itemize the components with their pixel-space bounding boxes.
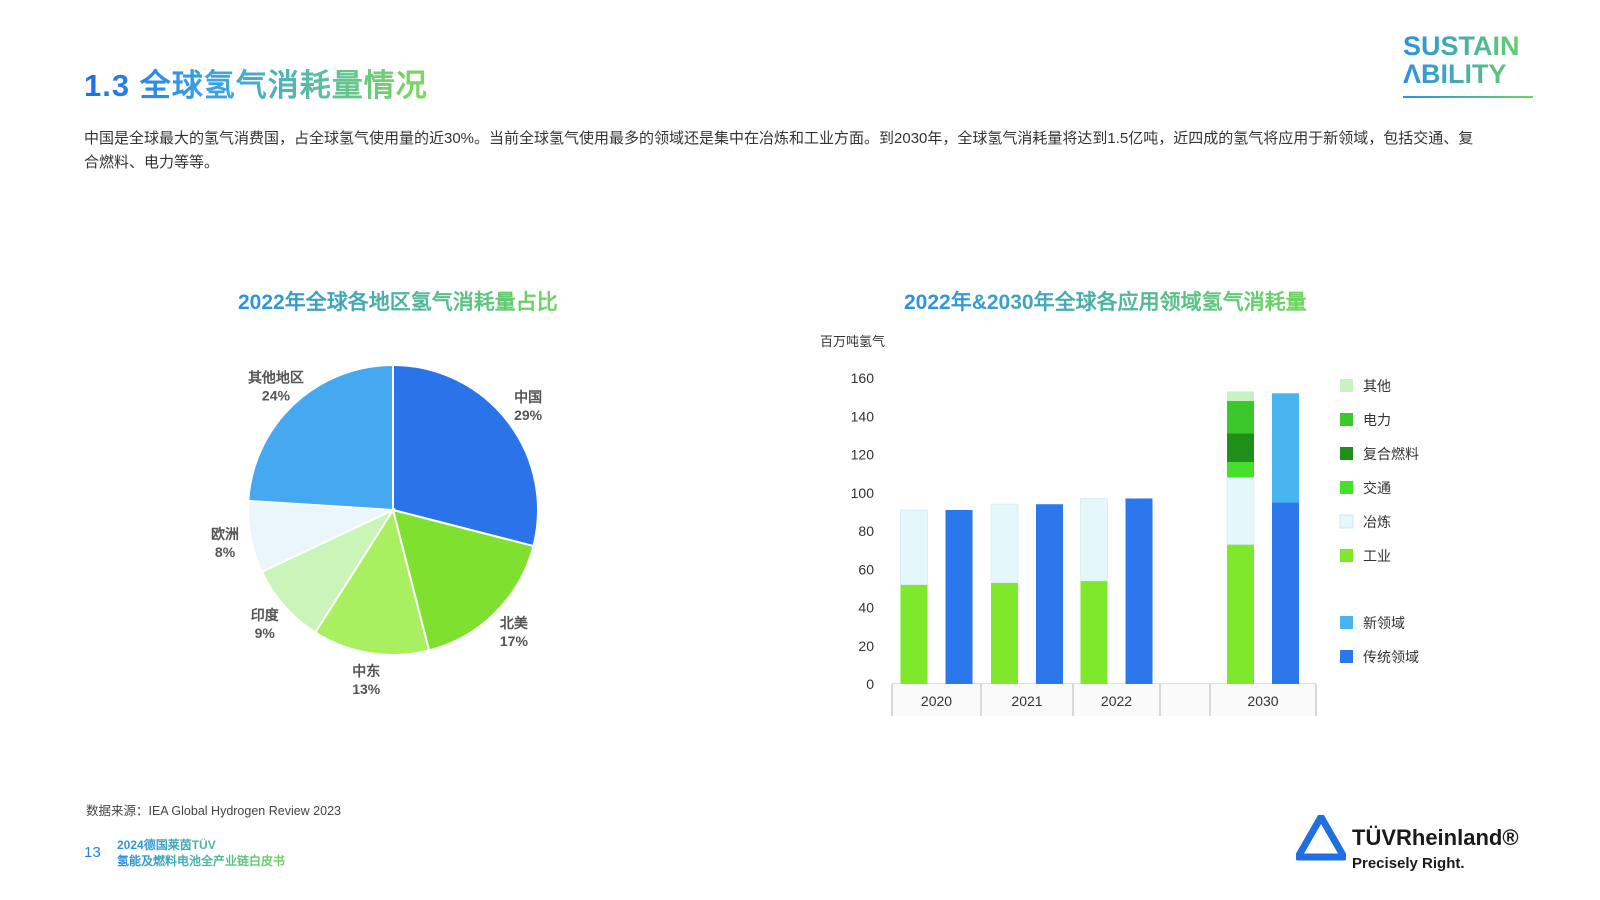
legend-label: 交通 — [1363, 480, 1391, 496]
pie-slice-label: 其他地区 — [248, 369, 304, 385]
x-axis-band — [892, 684, 1316, 716]
pie-slice — [392, 363, 539, 548]
legend-label: 冶炼 — [1363, 514, 1391, 530]
x-tick-label: 2020 — [921, 693, 952, 709]
y-tick-label: 40 — [858, 600, 874, 616]
pie-chart: 中国 29% 北美 17% 中东 13% 印度 9% 欧洲 8% 其他地区 24% — [211, 363, 543, 697]
y-axis-label: 百万吨氢气 — [820, 334, 885, 349]
bar-segment-sector — [1080, 498, 1108, 582]
pie-slice-value: 9% — [255, 625, 276, 641]
bar-segment-type — [1272, 393, 1299, 503]
report-title: 2024德国莱茵TÜV 氢能及燃料电池全产业链白皮书 — [117, 837, 285, 869]
pie-slice-value: 17% — [500, 633, 529, 649]
bar-segment-sector — [900, 584, 928, 684]
logo-line-1: SUSTAIN — [1403, 32, 1535, 60]
x-tick-label: 2022 — [1101, 693, 1132, 709]
x-tick-label: 2030 — [1247, 693, 1278, 709]
report-title-line-2: 氢能及燃料电池全产业链白皮书 — [117, 854, 286, 868]
page-number: 13 — [84, 844, 101, 861]
legend-label: 新领域 — [1363, 615, 1405, 631]
y-tick-label: 120 — [851, 447, 875, 463]
y-tick-label: 0 — [866, 676, 874, 692]
legend-swatch — [1340, 481, 1353, 494]
brand-tagline: Precisely Right. — [1352, 855, 1465, 872]
x-tick-label: 2021 — [1011, 693, 1042, 709]
legend-label: 其他 — [1363, 378, 1391, 394]
bar-segment-sector — [900, 509, 928, 585]
pie-slice — [391, 508, 535, 652]
tuv-rheinland-logo: TÜVRheinland® Precisely Right. — [1296, 815, 1556, 875]
bar-segment-sector — [991, 582, 1018, 684]
pie-slice-value: 8% — [215, 544, 236, 560]
bar-segment-type — [945, 509, 973, 684]
bar-segment-sector — [1227, 391, 1254, 401]
report-title-line-1: 2024德国莱茵TÜV — [117, 838, 216, 852]
pie-slice-label: 中国 — [514, 389, 542, 405]
bar-segment-sector — [1226, 477, 1255, 545]
bar-segment-type — [1125, 498, 1153, 684]
tuv-triangle-icon — [1296, 815, 1346, 861]
pie-slice — [247, 363, 394, 512]
pie-chart-title: 2022年全球各地区氢气消耗量占比 — [238, 286, 558, 316]
bar-segment-sector — [990, 503, 1019, 584]
legend-swatch — [1340, 379, 1353, 392]
bar-segment-sector — [1227, 433, 1254, 463]
legend-swatch — [1340, 413, 1353, 426]
pie-slice-value: 24% — [262, 387, 291, 403]
legend-label: 复合燃料 — [1363, 446, 1419, 462]
bar-segment-type — [1272, 502, 1299, 684]
intro-paragraph: 中国是全球最大的氢气消费国，占全球氢气使用量的近30%。当前全球氢气使用最多的领… — [84, 130, 1474, 171]
bar-chart: 百万吨氢气 0 20 40 60 80 100 120 140 160 2020 2021 2022 20… — [820, 334, 1419, 716]
legend-label: 工业 — [1363, 548, 1391, 564]
y-tick-label: 80 — [858, 523, 874, 539]
y-tick-label: 100 — [851, 485, 875, 501]
page-title: 1.3 全球氢气消耗量情况 — [84, 60, 428, 105]
legend-label: 传统领域 — [1363, 649, 1419, 665]
pie-slice-label: 北美 — [500, 615, 529, 631]
legend-swatch — [1340, 447, 1353, 460]
legend-label: 电力 — [1363, 412, 1391, 428]
bar-segment-sector — [1080, 580, 1108, 684]
bar-segment-sector — [1227, 400, 1254, 434]
pie-slice-value: 29% — [514, 407, 543, 423]
pie-slice-value: 13% — [352, 681, 381, 697]
pie-slice-label: 欧洲 — [211, 526, 239, 542]
y-tick-label: 60 — [858, 561, 874, 577]
bar-segment-sector — [1227, 544, 1254, 684]
pie-slice — [260, 507, 396, 634]
pie-slice-label: 印度 — [251, 607, 280, 623]
legend-swatch — [1340, 650, 1353, 663]
bar-chart-title: 2022年&2030年全球各应用领域氢气消耗量 — [904, 286, 1307, 316]
legend-swatch — [1340, 616, 1353, 629]
y-tick-label: 140 — [851, 408, 875, 424]
bar-segment-sector — [1227, 462, 1254, 478]
pie-slice-label: 中东 — [352, 663, 380, 679]
logo-rule — [1403, 96, 1533, 98]
sustainability-logo: SUSTAIN ΛBILITY — [1403, 32, 1535, 98]
pie-slice — [313, 507, 431, 656]
y-tick-label: 20 — [858, 638, 874, 654]
brand-name: TÜVRheinland® — [1352, 825, 1519, 850]
y-tick-label: 160 — [851, 370, 875, 386]
data-source: 数据来源：IEA Global Hydrogen Review 2023 — [86, 804, 341, 818]
legend-swatch — [1339, 514, 1354, 529]
legend-swatch — [1340, 549, 1353, 562]
bar-segment-type — [1036, 504, 1063, 684]
logo-line-2: ΛBILITY — [1403, 60, 1535, 88]
